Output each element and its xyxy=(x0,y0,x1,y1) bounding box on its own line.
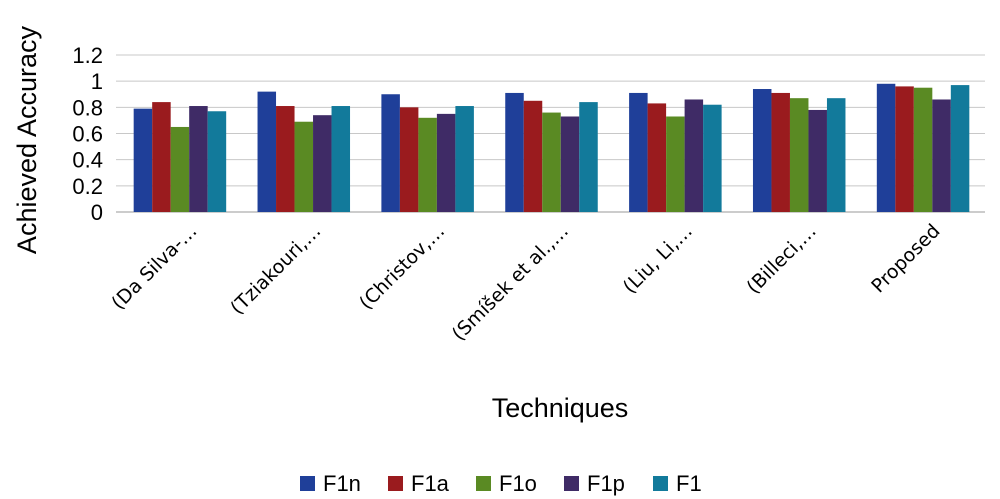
bar-f1o-1 xyxy=(294,121,314,212)
bar-f1a-1 xyxy=(276,106,295,212)
y-tick-label: 0.8 xyxy=(72,95,103,120)
bar-f1o-3 xyxy=(542,112,561,212)
bars xyxy=(133,83,970,213)
y-axis-tick-labels: 00.20.40.60.811.2 xyxy=(72,43,103,225)
bar-f1o-5 xyxy=(789,98,809,212)
bar-f1a-4 xyxy=(647,103,667,212)
bar-f1n-0 xyxy=(133,108,153,212)
x-axis-title: Techniques xyxy=(492,393,629,423)
x-category-label: (Liu, Li,… xyxy=(619,220,697,298)
y-tick-label: 1.2 xyxy=(72,43,103,68)
y-tick-label: 1 xyxy=(91,69,103,94)
x-category-label: (Billeci,… xyxy=(742,220,820,298)
y-axis-title: Achieved Accuracy xyxy=(12,25,42,254)
y-tick-label: 0.4 xyxy=(72,148,103,173)
y-tick-label: 0.2 xyxy=(72,174,103,199)
legend-swatch-f1o xyxy=(476,476,491,491)
bar-f1o-2 xyxy=(418,117,437,212)
bar-f1-1 xyxy=(331,106,351,212)
bar-f1p-0 xyxy=(189,106,208,212)
legend-label-f1o: F1o xyxy=(499,471,537,496)
bar-f1-0 xyxy=(207,111,227,212)
bar-f1p-1 xyxy=(313,115,332,212)
bar-f1n-3 xyxy=(505,92,524,212)
x-category-label: (Tziakouri,… xyxy=(226,220,325,319)
bar-f1a-6 xyxy=(895,86,914,212)
bar-f1n-2 xyxy=(381,94,400,212)
bar-f1-6 xyxy=(950,85,970,212)
legend-swatch-f1p xyxy=(564,476,579,491)
x-category-label: (Da Silva-… xyxy=(107,220,201,314)
legend-swatch-f1a xyxy=(388,476,403,491)
bar-f1o-0 xyxy=(170,126,190,212)
bar-f1a-3 xyxy=(523,100,543,212)
x-category-label: (Smíšek et al.,… xyxy=(448,220,573,345)
bar-f1p-5 xyxy=(808,109,827,212)
x-category-label: Proposed xyxy=(867,220,944,297)
bar-f1o-6 xyxy=(913,87,933,212)
bar-f1n-1 xyxy=(257,91,277,212)
bar-f1-5 xyxy=(826,98,846,212)
bar-f1p-2 xyxy=(436,113,456,212)
bar-f1a-5 xyxy=(771,92,790,212)
bar-f1n-5 xyxy=(752,89,772,212)
legend-label-f1: F1 xyxy=(676,471,702,496)
bar-f1n-4 xyxy=(629,92,648,212)
legend-swatch-f1 xyxy=(653,476,668,491)
bar-f1p-4 xyxy=(684,99,704,212)
bar-f1-2 xyxy=(455,106,474,212)
legend-label-f1a: F1a xyxy=(411,471,450,496)
legend-label-f1n: F1n xyxy=(323,471,361,496)
y-tick-label: 0.6 xyxy=(72,122,103,147)
legend: F1n F1a F1o F1p F1 xyxy=(300,471,702,496)
x-axis-category-labels: (Da Silva-… (Tziakouri,… (Christov,…(Smíše… xyxy=(107,220,944,345)
bar-f1p-6 xyxy=(932,99,951,212)
bar-f1o-4 xyxy=(666,116,685,212)
bar-f1a-0 xyxy=(152,102,171,212)
bar-f1a-2 xyxy=(399,107,419,212)
bar-f1p-3 xyxy=(560,116,580,212)
y-tick-label: 0 xyxy=(91,200,103,225)
legend-swatch-f1n xyxy=(300,476,315,491)
x-category-label: (Christov,… xyxy=(355,220,449,314)
bar-f1-3 xyxy=(579,102,598,212)
bar-f1-4 xyxy=(703,104,722,212)
legend-label-f1p: F1p xyxy=(587,471,625,496)
bar-f1n-6 xyxy=(876,83,896,213)
